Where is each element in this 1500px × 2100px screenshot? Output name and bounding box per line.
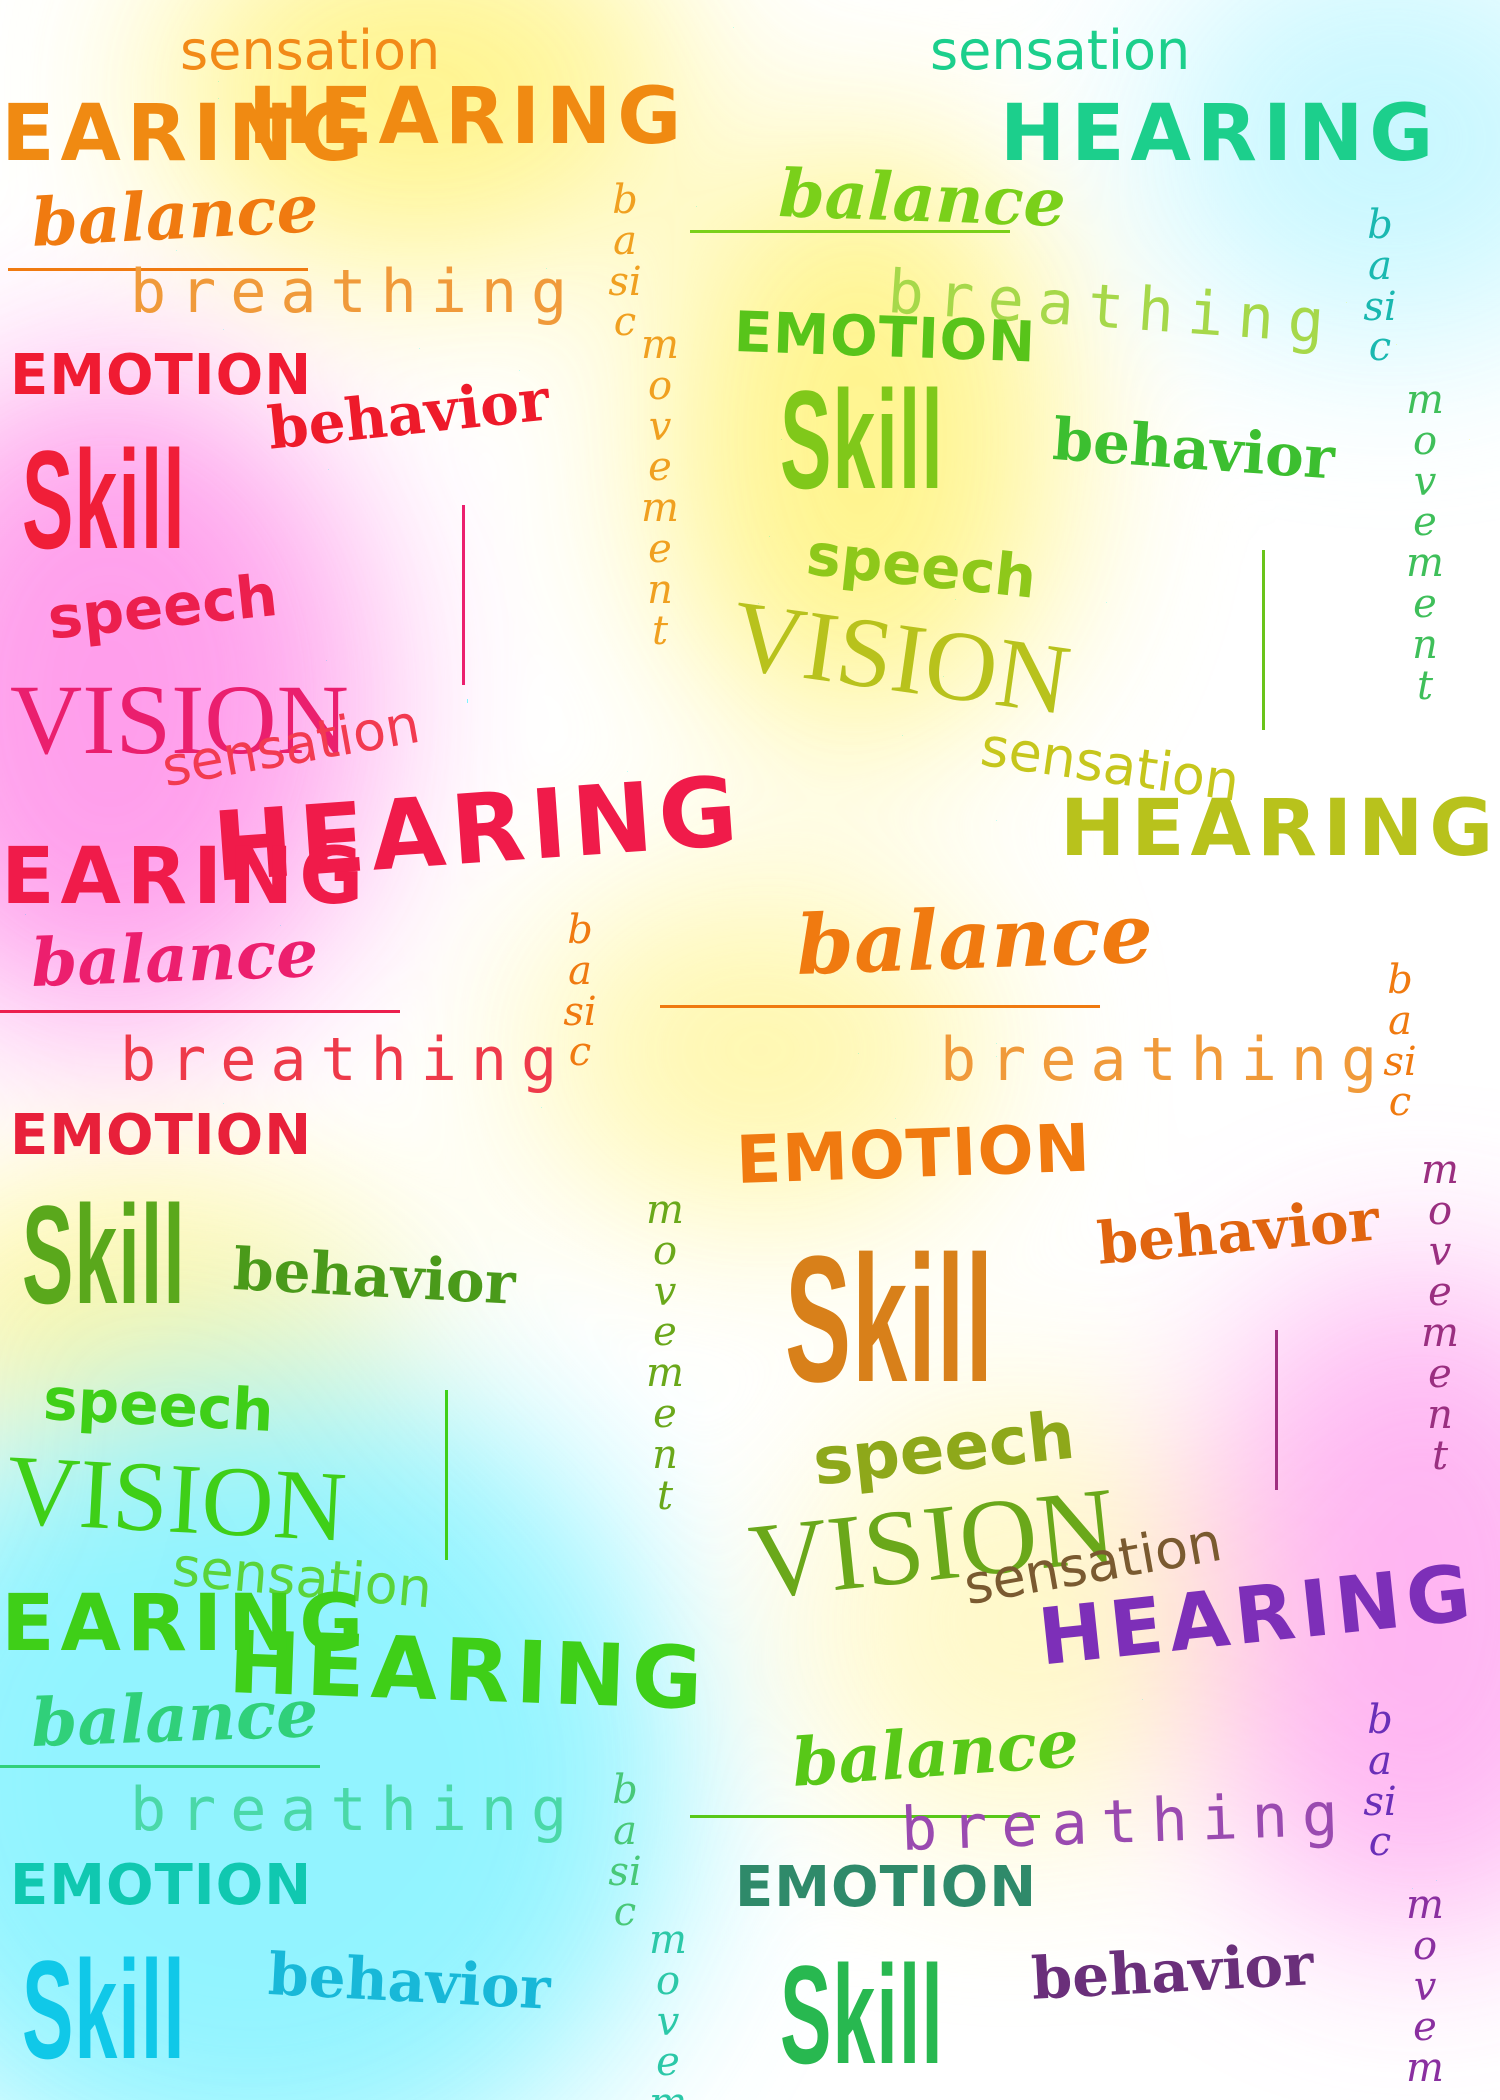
word-balance: balance bbox=[794, 885, 1155, 994]
word-hearing-partial: HEARING bbox=[0, 832, 370, 922]
word-speech: speech bbox=[41, 1365, 276, 1445]
vertical-line bbox=[1275, 1330, 1278, 1490]
word-balance: balance bbox=[29, 1673, 320, 1762]
word-sensation: sensation bbox=[180, 19, 441, 82]
cream-glow bbox=[800, 1400, 1220, 1840]
word-behavior: behavior bbox=[266, 1940, 553, 2023]
rule-line bbox=[0, 1765, 320, 1768]
word-basic-vertical: basic bbox=[1363, 202, 1397, 371]
word-emotion: EMOTION bbox=[734, 1109, 1093, 1199]
word-movement-vertical: movement bbox=[649, 1917, 687, 2100]
word-basic-vertical: basic bbox=[1363, 1697, 1397, 1866]
word-speech: speech bbox=[44, 560, 281, 653]
word-basic-vertical: basic bbox=[608, 1767, 642, 1936]
word-balance: balance bbox=[789, 1704, 1082, 1802]
cyan-glow bbox=[0, 1360, 680, 2100]
word-hearing: HEARING bbox=[1060, 784, 1500, 874]
pink-glow bbox=[0, 370, 370, 1030]
word-movement-vertical: movement bbox=[1406, 377, 1444, 709]
word-breathing: breathing bbox=[130, 257, 582, 327]
word-skill: Skill bbox=[780, 1936, 944, 2093]
rule-line bbox=[0, 1010, 400, 1013]
word-behavior: behavior bbox=[1050, 405, 1337, 493]
word-breathing: breathing bbox=[940, 1025, 1392, 1095]
word-balance: balance bbox=[29, 168, 321, 262]
word-balance: balance bbox=[29, 913, 320, 1002]
word-basic-vertical: basic bbox=[608, 177, 642, 346]
word-hearing-partial: HEARING bbox=[0, 1579, 370, 1669]
word-behavior: behavior bbox=[1029, 1930, 1316, 2013]
word-skill: Skill bbox=[22, 1931, 186, 2088]
word-sensation: sensation bbox=[930, 19, 1191, 82]
vertical-line bbox=[1262, 550, 1265, 730]
rule-line bbox=[690, 230, 1010, 233]
word-emotion: EMOTION bbox=[10, 343, 313, 408]
word-vision: VISION bbox=[10, 664, 349, 775]
word-emotion: EMOTION bbox=[10, 1103, 313, 1168]
word-hearing: HEARING bbox=[1000, 89, 1440, 179]
word-skill: Skill bbox=[22, 421, 186, 578]
blue-glow bbox=[1150, 0, 1500, 340]
vertical-line bbox=[462, 505, 465, 685]
word-hearing-partial: HEARING bbox=[0, 89, 370, 179]
vertical-line bbox=[445, 1390, 448, 1560]
word-emotion: EMOTION bbox=[735, 1855, 1038, 1920]
word-movement-vertical: movement bbox=[641, 322, 679, 654]
word-hearing: HEARING bbox=[248, 72, 688, 162]
rule-line bbox=[660, 1005, 1100, 1008]
word-movement-vertical: movement bbox=[1406, 1882, 1444, 2100]
word-breathing: breathing bbox=[120, 1025, 572, 1095]
word-behavior: behavior bbox=[231, 1235, 518, 1318]
pink-glow-right bbox=[1180, 1270, 1500, 1930]
word-skill: Skill bbox=[22, 1176, 186, 1333]
word-basic-vertical: basic bbox=[1383, 957, 1417, 1126]
word-behavior: behavior bbox=[1094, 1185, 1382, 1278]
yellow-glow bbox=[160, 0, 680, 270]
word-movement-vertical: movement bbox=[1421, 1147, 1459, 1479]
rule-line bbox=[690, 1815, 1040, 1818]
yellow-glow-center bbox=[660, 140, 1060, 740]
word-balance: balance bbox=[777, 154, 1067, 242]
word-skill: Skill bbox=[780, 361, 944, 518]
rule-line bbox=[8, 268, 308, 271]
yellow-glow-low bbox=[530, 880, 990, 1220]
word-breathing: breathing bbox=[899, 1779, 1354, 1865]
word-emotion: EMOTION bbox=[10, 1853, 313, 1918]
word-movement-vertical: movement bbox=[646, 1187, 684, 1519]
word-skill: Skill bbox=[785, 1219, 995, 1420]
word-basic-vertical: basic bbox=[563, 907, 597, 1076]
word-breathing: breathing bbox=[130, 1775, 582, 1845]
